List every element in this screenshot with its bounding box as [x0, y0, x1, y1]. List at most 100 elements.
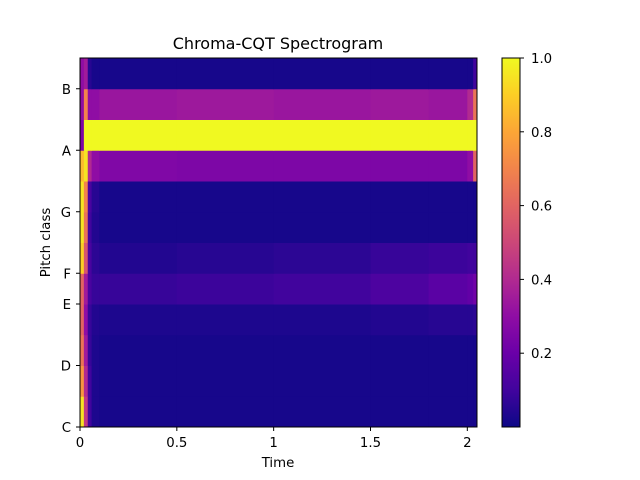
- heatmap-cell: [87, 273, 93, 305]
- chart-title: Chroma-CQT Spectrogram: [173, 34, 383, 53]
- heatmap-cell: [370, 211, 430, 243]
- heatmap-cell: [80, 181, 85, 213]
- plot-frame: [79, 57, 478, 428]
- heatmap-cell: [83, 211, 89, 243]
- heatmap-cell: [99, 211, 178, 243]
- heatmap-cell: [176, 334, 275, 366]
- heatmap-cell: [473, 211, 478, 243]
- heatmap-cell: [467, 150, 474, 182]
- heatmap-cell: [87, 396, 93, 428]
- heatmap-cell: [99, 273, 178, 305]
- heatmap-cell: [91, 58, 100, 90]
- y-tick-label: D: [61, 360, 71, 375]
- heatmap-cell: [467, 365, 474, 397]
- heatmap-cell: [99, 119, 178, 151]
- heatmap-cell: [80, 58, 85, 90]
- heatmap-cell: [273, 396, 371, 428]
- heatmap-cell: [91, 273, 100, 305]
- heatmap-cell: [176, 365, 275, 397]
- heatmap-cell: [176, 242, 275, 274]
- heatmap-cell: [87, 304, 93, 336]
- heatmap-cell: [87, 211, 93, 243]
- colorbar-tick-label: 0.8: [531, 126, 552, 141]
- heatmap-cell: [83, 150, 89, 182]
- heatmap-cell: [273, 150, 371, 182]
- heatmap-cell: [91, 88, 100, 120]
- heatmap-cell: [91, 334, 100, 366]
- y-tick-label: C: [62, 421, 71, 436]
- heatmap-cell: [83, 58, 89, 90]
- heatmap-cell: [176, 88, 275, 120]
- heatmap-cell: [428, 273, 468, 305]
- heatmap-cell: [91, 119, 100, 151]
- heatmap-cell: [91, 211, 100, 243]
- y-axis: C D E F G A B: [61, 83, 80, 436]
- heatmap-cell: [83, 273, 89, 305]
- heatmap-cell: [273, 88, 371, 120]
- heatmap-cell: [428, 304, 468, 336]
- heatmap-cell: [273, 211, 371, 243]
- heatmap-cell: [176, 396, 275, 428]
- heatmap-cell: [176, 119, 275, 151]
- heatmap-cell: [80, 211, 85, 243]
- heatmap-cell: [473, 242, 478, 274]
- heatmap-cell: [83, 334, 89, 366]
- heatmap-cell: [428, 181, 468, 213]
- colorbar-tick-label: 1.0: [531, 52, 552, 67]
- x-tick-label: 1.5: [360, 436, 381, 451]
- heatmap-cell: [91, 181, 100, 213]
- heatmap-cell: [99, 304, 178, 336]
- heatmap-cell: [80, 334, 85, 366]
- heatmap-cell: [370, 88, 430, 120]
- heatmap-cell: [273, 365, 371, 397]
- heatmap-cell: [467, 334, 474, 366]
- heatmap-cell: [370, 181, 430, 213]
- heatmap-cell: [473, 150, 478, 182]
- heatmap-cell: [467, 242, 474, 274]
- y-tick-label: B: [62, 83, 71, 98]
- y-tick-label: G: [61, 206, 71, 221]
- heatmap-cell: [273, 242, 371, 274]
- heatmap-cell: [473, 334, 478, 366]
- heatmap-cell: [80, 150, 85, 182]
- heatmap-cell: [99, 334, 178, 366]
- colorbar-tick-label: 0.2: [531, 347, 552, 362]
- heatmap-cell: [273, 181, 371, 213]
- heatmap-cell: [83, 119, 89, 151]
- heatmap-cell: [473, 304, 478, 336]
- heatmap-cell: [273, 273, 371, 305]
- heatmap-cell: [80, 304, 85, 336]
- heatmap-cell: [467, 58, 474, 90]
- heatmap-cell: [473, 181, 478, 213]
- heatmap-cell: [83, 304, 89, 336]
- heatmap-cell: [273, 334, 371, 366]
- heatmap-cell: [428, 242, 468, 274]
- heatmap-cell: [467, 273, 474, 305]
- y-tick-label: F: [63, 267, 71, 282]
- heatmap-cell: [80, 365, 85, 397]
- heatmap-cell: [370, 304, 430, 336]
- heatmap-cell: [83, 365, 89, 397]
- heatmap-cell: [176, 211, 275, 243]
- heatmap-cell: [473, 396, 478, 428]
- heatmap-cell: [91, 150, 100, 182]
- heatmap-cell: [473, 365, 478, 397]
- heatmap-cell: [83, 242, 89, 274]
- heatmap-cell: [467, 396, 474, 428]
- heatmap-cell: [428, 365, 468, 397]
- heatmap-cell: [80, 396, 85, 428]
- x-tick-label: 0: [76, 436, 84, 451]
- heatmap-cell: [428, 396, 468, 428]
- heatmap-cell: [99, 181, 178, 213]
- heatmap-cell: [83, 396, 89, 428]
- heatmap-cell: [176, 273, 275, 305]
- colorbar: [501, 57, 521, 428]
- heatmap-cell: [370, 119, 430, 151]
- heatmap-cell: [473, 119, 478, 151]
- y-axis-label: Pitch class: [39, 208, 54, 278]
- heatmap-cell: [370, 396, 430, 428]
- heatmap-cell: [370, 334, 430, 366]
- y-tick-label: A: [62, 144, 71, 159]
- heatmap-cell: [87, 58, 93, 90]
